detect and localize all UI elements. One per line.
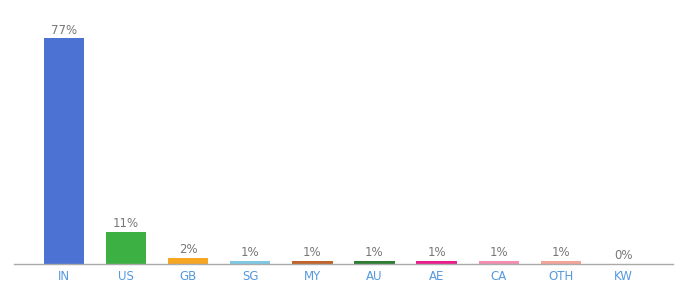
Text: 77%: 77% — [51, 24, 77, 37]
Text: 1%: 1% — [551, 246, 571, 259]
Text: 2%: 2% — [179, 243, 197, 256]
Bar — [168, 258, 208, 264]
Bar — [44, 38, 84, 264]
Bar — [479, 261, 519, 264]
Bar — [230, 261, 271, 264]
Bar — [292, 261, 333, 264]
Bar — [541, 261, 581, 264]
Text: 1%: 1% — [241, 246, 260, 259]
Text: 1%: 1% — [365, 246, 384, 259]
Text: 1%: 1% — [303, 246, 322, 259]
Text: 1%: 1% — [427, 246, 446, 259]
Bar — [105, 232, 146, 264]
Bar — [354, 261, 394, 264]
Bar — [416, 261, 457, 264]
Text: 1%: 1% — [490, 246, 508, 259]
Text: 11%: 11% — [113, 217, 139, 230]
Text: 0%: 0% — [614, 249, 632, 262]
